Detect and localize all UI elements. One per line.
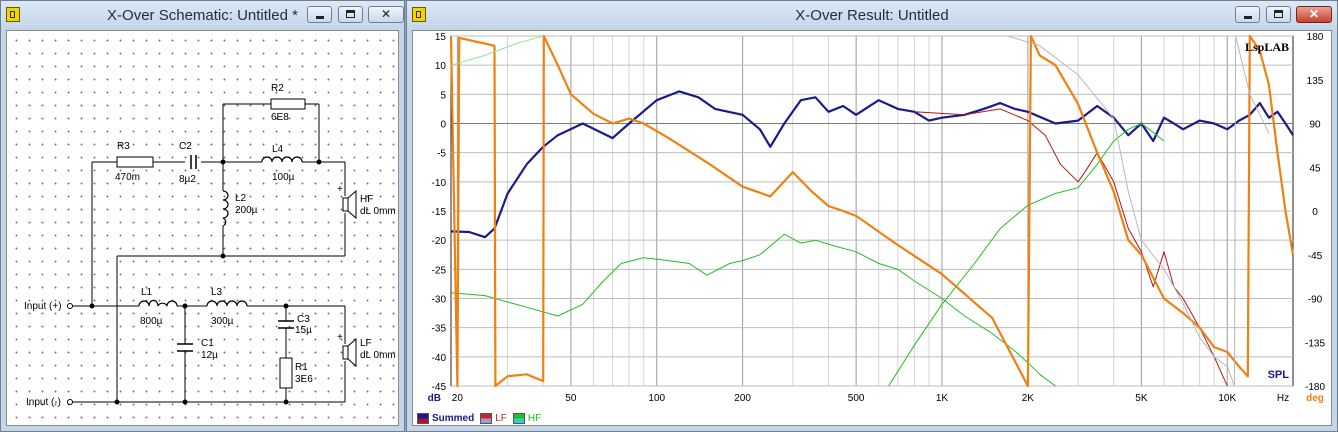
y2-tick-label: 0 [1312, 207, 1318, 218]
y-tick-label: 10 [435, 61, 447, 72]
legend-hf-label: HF [527, 413, 542, 424]
series-line-6 [450, 35, 544, 66]
hf-driver-name: HF [360, 194, 374, 205]
r3-value: 470m [115, 172, 141, 183]
input-plus-label: Input (+) [24, 301, 62, 312]
mode-label: SPL [1268, 369, 1290, 381]
x-tick-label: 50 [565, 393, 577, 404]
y2-tick-label: 90 [1309, 120, 1321, 131]
result-title: X-Over Result: Untitled [795, 7, 949, 24]
r1-value: 3E6 [295, 374, 313, 385]
c2-value: 8µ2 [179, 174, 196, 185]
l2-ref: L2 [235, 193, 247, 204]
y-tick-label: -40 [432, 353, 447, 364]
legend-lf-label: LF [495, 413, 507, 424]
c1-value: 12µ [201, 350, 218, 361]
y-tick-label: -10 [432, 178, 447, 189]
series-line-1 [914, 108, 1228, 387]
y-tick-label: 5 [440, 90, 446, 101]
y2-tick-label: 135 [1307, 76, 1324, 87]
r3-ref: R3 [117, 141, 130, 152]
x-axis-label: Hz [1277, 393, 1289, 404]
c3-ref: C3 [297, 314, 310, 325]
series-line-2 [888, 123, 1165, 387]
x-tick-label: 1K [936, 393, 949, 404]
y2-tick-label: 180 [1307, 32, 1324, 43]
y-tick-label: -15 [432, 207, 447, 218]
x-tick-label: 500 [848, 393, 865, 404]
y-tick-label: -5 [437, 149, 446, 160]
legend-summed-label: Summed [432, 413, 475, 424]
x-tick-label: 100 [648, 393, 665, 404]
schematic-window: X-Over Schematic: Untitled * [0, 0, 405, 432]
schematic-wiring [67, 98, 357, 405]
result-plot-area[interactable]: 15 10 5 0 -5 -10 -15 -20 -25 -30 -35 -40 -45 180 135 90… [412, 30, 1332, 426]
schematic-canvas[interactable]: R2 6E8 R3 470m C2 8µ2 L4 100µ L2 200µ L1… [6, 30, 399, 426]
x-tick-label: 10K [1218, 393, 1236, 404]
hf-driver-delay: dL 0mm [360, 206, 396, 217]
lf-driver-name: LF [360, 338, 372, 349]
schematic-maximize-button[interactable] [338, 6, 363, 23]
y2-tick-label: -45 [1308, 251, 1323, 262]
y-tick-label: -25 [432, 265, 447, 276]
schematic-close-button[interactable] [368, 6, 404, 23]
brand-label: LspLAB [1245, 40, 1289, 54]
series-line-4 [449, 34, 1295, 388]
y2-tick-label: -90 [1308, 295, 1323, 306]
series-line-5 [1007, 35, 1270, 387]
y-tick-label: 0 [440, 120, 446, 131]
y2-axis-label: deg [1306, 393, 1324, 404]
c3-value: 15µ [295, 325, 312, 336]
schematic-titlebar[interactable]: X-Over Schematic: Untitled * [1, 1, 404, 29]
x-tick-label: 2K [1022, 393, 1035, 404]
y-tick-label: -30 [432, 295, 447, 306]
y-tick-label: -20 [432, 236, 447, 247]
result-close-button[interactable] [1296, 6, 1332, 23]
schematic-title: X-Over Schematic: Untitled * [107, 7, 298, 24]
c1-ref: C1 [201, 338, 214, 349]
series-line-3 [450, 233, 1056, 387]
schematic-minimize-button[interactable] [307, 6, 332, 23]
chart-legend: Summed LF HF [417, 413, 541, 424]
lf-plus-sign: + [337, 332, 343, 343]
x-tick-label: 20 [452, 393, 464, 404]
l2-value: 200µ [235, 205, 258, 216]
spl-chart: 151050-5-10-15-20-25-30-35-40-4518013590… [428, 32, 1326, 404]
result-window: X-Over Result: Untitled 151050-5-10-15-2… [406, 0, 1338, 432]
speaker-app-icon[interactable] [412, 7, 426, 22]
y-tick-label: -35 [432, 324, 447, 335]
l3-value: 300µ [211, 316, 234, 327]
l4-ref: L4 [272, 144, 284, 155]
r2-ref: R2 [271, 83, 284, 94]
c2-ref: C2 [179, 141, 192, 152]
result-titlebar[interactable]: X-Over Result: Untitled [407, 1, 1337, 29]
r2-value: 6E8 [271, 112, 289, 123]
legend-hf-swatch [512, 413, 525, 424]
x-tick-label: 200 [734, 393, 751, 404]
speaker-app-icon[interactable] [6, 7, 20, 22]
y-tick-label: -45 [432, 382, 447, 393]
legend-lf-swatch [480, 413, 493, 424]
y-tick-label: 15 [435, 32, 447, 43]
y2-tick-label: -180 [1305, 382, 1325, 393]
legend-summed-swatch [417, 413, 429, 424]
l1-value: 800µ [140, 316, 163, 327]
result-minimize-button[interactable] [1235, 6, 1260, 23]
lf-driver-delay: dL 0mm [360, 350, 396, 361]
r1-ref: R1 [295, 362, 308, 373]
l3-ref: L3 [211, 287, 223, 298]
series-line-0 [450, 90, 1294, 239]
y-axis-label: dB [428, 393, 441, 404]
hf-plus-sign: + [337, 184, 343, 195]
y2-tick-label: -135 [1305, 338, 1325, 349]
l4-value: 100µ [272, 172, 295, 183]
result-maximize-button[interactable] [1266, 6, 1291, 23]
l1-ref: L1 [141, 287, 153, 298]
x-tick-label: 5K [1135, 393, 1148, 404]
y2-tick-label: 45 [1309, 163, 1321, 174]
input-minus-label: Input (-) [26, 397, 62, 408]
